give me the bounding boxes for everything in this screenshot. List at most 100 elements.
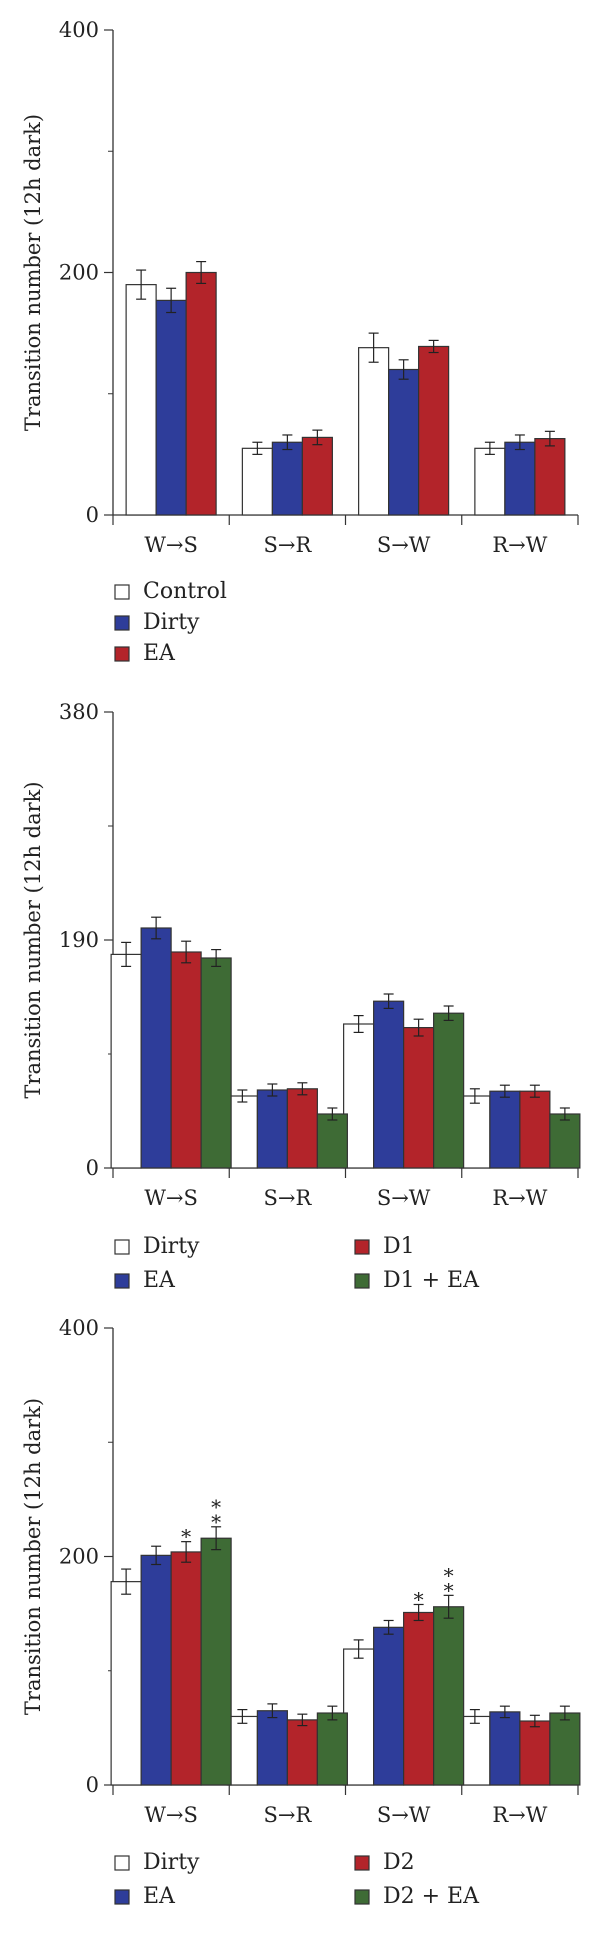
bar-Dirty-1 [226, 1095, 258, 1169]
bar-D1EA-0 [200, 957, 232, 1169]
bar-Dirty-0 [110, 953, 142, 1169]
legend-swatch [114, 584, 130, 600]
legend-label: EA [143, 641, 176, 666]
legend-label: Dirty [143, 1850, 200, 1875]
y-axis-title: Transition number (12h dark) [21, 781, 45, 1098]
bar-D1EA-3 [549, 1113, 581, 1169]
chart-panel-3: 0 200 400 Transition number (12h dark) W→S S→… [21, 1316, 581, 1909]
bar-EA-0 [140, 1554, 172, 1786]
bar-Dirty-1 [226, 1715, 258, 1786]
x-tick-label: S→W [377, 533, 431, 557]
bar-Dirty-2 [388, 368, 420, 516]
bar-D2EA-1 [316, 1712, 348, 1786]
bar-D1EA-1 [316, 1113, 348, 1169]
legend-swatch [354, 1273, 370, 1289]
y-tick-label: 400 [59, 18, 99, 42]
legend-label: D2 + EA [383, 1884, 480, 1909]
y-tick-label: 380 [59, 700, 99, 724]
legend-swatch [114, 646, 130, 662]
bar-D2EA-3 [549, 1712, 581, 1786]
significance-marker: * [181, 1525, 191, 1549]
chart-panel-2: 0 190 380 Transition number (12h dark) W→S S→… [21, 700, 581, 1293]
legend-label: D2 [383, 1850, 415, 1875]
y-tick-label: 200 [59, 1545, 99, 1569]
bar-Control-2 [358, 347, 390, 516]
legend-swatch [114, 1239, 130, 1255]
bar-D1-0 [170, 951, 202, 1169]
legend-swatch [354, 1239, 370, 1255]
x-tick-label: R→W [492, 1803, 547, 1827]
significance-marker: * [414, 1587, 424, 1611]
y-tick-label: 400 [59, 1316, 99, 1340]
bar-D1EA-2 [433, 1012, 465, 1169]
y-tick-label: 190 [59, 928, 99, 952]
bar-Dirty-0 [155, 299, 187, 516]
legend-label: Dirty [143, 1234, 200, 1259]
bar-EA-2 [373, 1626, 405, 1786]
x-tick-label: W→S [144, 1803, 198, 1827]
bar-EA-1 [256, 1089, 288, 1169]
bar-D2-0 [170, 1551, 202, 1786]
bar-EA-0 [140, 927, 172, 1169]
x-tick-label: S→W [377, 1803, 431, 1827]
significance-marker: * [211, 1510, 221, 1534]
y-tick-label: 0 [86, 1156, 99, 1180]
bar-Dirty-3 [459, 1715, 491, 1786]
legend-label: EA [143, 1268, 176, 1293]
bar-EA-2 [418, 345, 450, 516]
significance-marker: * [444, 1578, 454, 1602]
bar-EA-3 [534, 438, 566, 516]
x-tick-label: W→S [144, 1186, 198, 1210]
legend-swatch [114, 1273, 130, 1289]
x-tick-label: R→W [492, 1186, 547, 1210]
y-tick-label: 0 [86, 503, 99, 527]
bar-EA-2 [373, 1000, 405, 1169]
legend-label: D1 [383, 1234, 415, 1259]
bar-D2EA-2 [433, 1606, 465, 1786]
legend-swatch [114, 1889, 130, 1905]
y-axis-title: Transition number (12h dark) [21, 114, 45, 431]
legend-label: D1 + EA [383, 1268, 480, 1293]
bar-D1-2 [403, 1026, 435, 1169]
x-tick-label: W→S [144, 533, 198, 557]
bar-EA-1 [256, 1710, 288, 1786]
x-tick-label: R→W [492, 533, 547, 557]
significance-marker: * [444, 1563, 454, 1587]
bar-EA-3 [489, 1090, 521, 1169]
legend-swatch [354, 1889, 370, 1905]
x-tick-label: S→R [263, 1803, 312, 1827]
bar-D2-2 [403, 1611, 435, 1786]
x-tick-label: S→R [263, 533, 312, 557]
bar-Control-0 [125, 284, 157, 516]
bar-D1-3 [519, 1090, 551, 1169]
bar-Control-1 [241, 447, 273, 516]
legend-swatch [114, 615, 130, 631]
x-tick-label: S→R [263, 1186, 312, 1210]
legend-label: Dirty [143, 610, 200, 635]
bar-Control-3 [474, 447, 506, 516]
bar-D2-1 [286, 1719, 318, 1786]
y-axis-title: Transition number (12h dark) [21, 1398, 45, 1715]
x-tick-label: S→W [377, 1186, 431, 1210]
bar-EA-1 [301, 436, 333, 516]
y-tick-label: 0 [86, 1773, 99, 1797]
bar-Dirty-0 [110, 1581, 142, 1786]
bar-Dirty-1 [271, 441, 303, 516]
significance-marker: * [211, 1495, 221, 1519]
chart-panel-1: 0 200 400 Transition number (12h dark) W→S S→… [21, 18, 579, 666]
legend-swatch [354, 1855, 370, 1871]
bar-D2EA-0 [200, 1537, 232, 1786]
bar-Dirty-3 [459, 1095, 491, 1169]
bar-Dirty-2 [343, 1023, 375, 1169]
bar-EA-3 [489, 1711, 521, 1786]
y-tick-label: 200 [59, 261, 99, 285]
bar-D2-3 [519, 1720, 551, 1786]
bar-Dirty-3 [504, 441, 536, 516]
bar-D1-1 [286, 1088, 318, 1169]
legend-label: Control [143, 579, 227, 604]
bar-EA-0 [185, 271, 217, 516]
legend-label: EA [143, 1884, 176, 1909]
bar-Dirty-2 [343, 1648, 375, 1786]
legend-swatch [114, 1855, 130, 1871]
